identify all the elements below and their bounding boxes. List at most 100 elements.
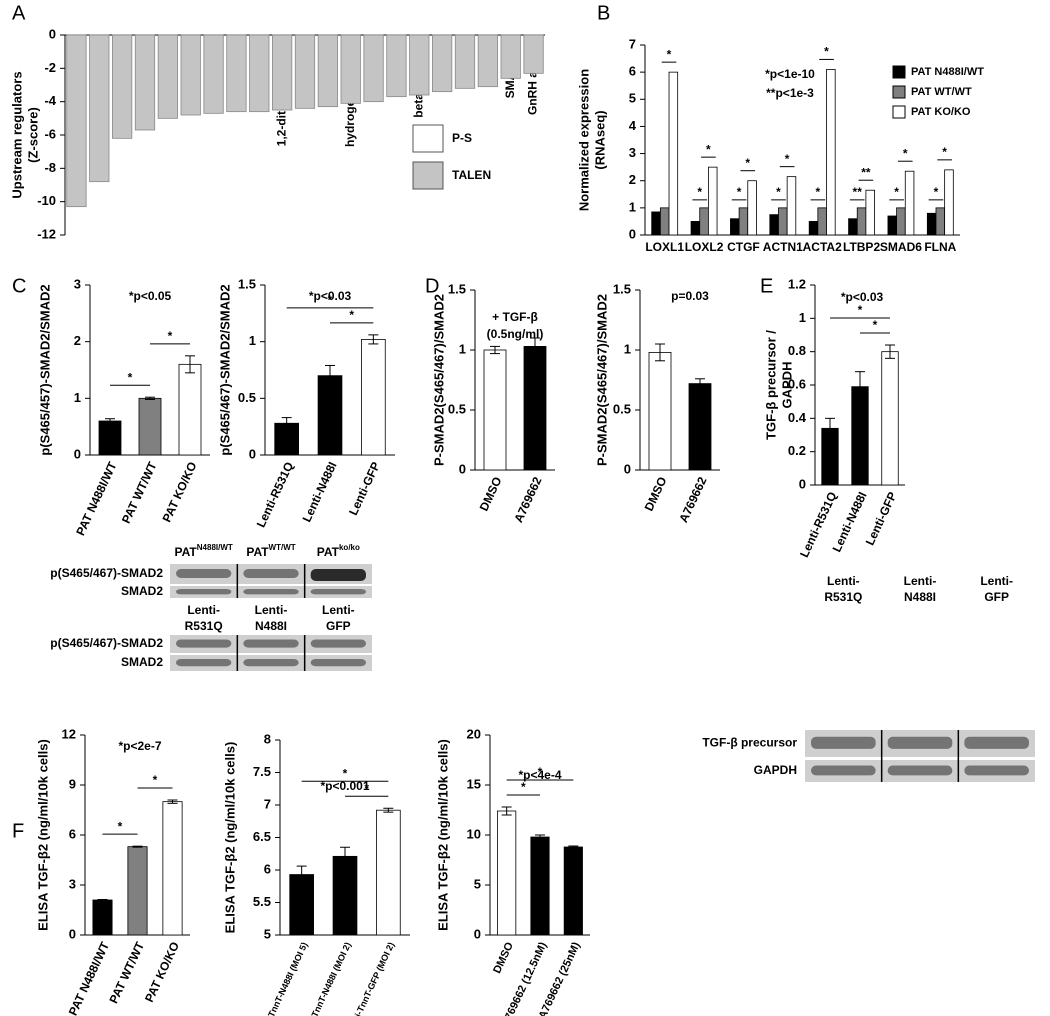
y-tick-label: 0	[624, 461, 631, 476]
y-tick-label: 5.5	[253, 894, 271, 909]
legend-swatch	[412, 124, 444, 153]
y-tick-label: 0	[49, 26, 56, 41]
bar	[651, 211, 661, 236]
y-tick-label: 0.5	[613, 401, 631, 416]
bar	[730, 218, 740, 236]
blot-lane-label: Lenti-	[322, 603, 355, 617]
significance-label: *	[873, 318, 878, 332]
legend-label: PAT WT/WT	[911, 86, 972, 98]
bar	[904, 170, 915, 236]
y-tick-label: 0	[799, 476, 806, 491]
bar	[178, 363, 202, 456]
bar	[690, 221, 701, 236]
y-tick-label: 0	[69, 926, 76, 941]
y-tick-label: 0	[459, 461, 466, 476]
blot-lane-label: PATko/ko	[317, 543, 360, 559]
lane-superscript: WT/WT	[269, 543, 296, 552]
bar	[887, 215, 898, 236]
y-axis-label: P-SMAD2(S465/467)/SMAD2	[594, 294, 609, 466]
lane-name: PAT	[317, 545, 340, 559]
blot-row-label: p(S465/467)-SMAD2	[50, 566, 163, 580]
y-tick-label: 7	[629, 36, 636, 51]
category-label: A769662	[676, 474, 709, 524]
category-label: CTGF	[727, 240, 760, 254]
blot-lane-label: Lenti-	[980, 574, 1013, 588]
category-label: PAT N488I/WT	[66, 939, 113, 1016]
category-label: DMSO	[642, 475, 670, 514]
bar	[881, 351, 899, 486]
bar	[523, 345, 547, 471]
bar	[648, 351, 672, 471]
significance-label: *	[343, 766, 348, 780]
y-tick-label: 1.5	[613, 281, 631, 296]
y-tick-label: 1	[629, 199, 636, 214]
category-label: ACTN1	[763, 240, 803, 254]
panel-label: A	[12, 2, 26, 24]
category-label: PAT KO/KO	[159, 460, 199, 525]
legend-swatch	[892, 105, 906, 119]
bar	[738, 207, 749, 236]
significance-label: *	[903, 146, 908, 160]
y-tick-label: 1.5	[238, 276, 256, 291]
category-label: PAT KO/KO	[142, 940, 182, 1005]
significance-label: *	[349, 308, 354, 322]
panel-label: F	[12, 820, 24, 842]
lane-superscript: N488I/WT	[197, 543, 233, 552]
significance-label: *	[521, 780, 526, 794]
category-label: FLNA	[924, 240, 956, 254]
y-tick-label: -8	[44, 160, 56, 175]
blot-band	[176, 569, 232, 578]
category-label: Lenti-TnnT-N488I (MOI 2)	[299, 941, 353, 1016]
legend-swatch	[892, 85, 906, 99]
y-tick-label: 1	[459, 341, 466, 356]
bar	[500, 34, 521, 79]
bar	[826, 69, 836, 236]
bar	[249, 34, 270, 113]
category-label: Lenti-N488I	[300, 460, 340, 525]
bar	[668, 71, 679, 236]
blot-lane-label: N488I	[904, 590, 936, 604]
chart-title: (0.5ng/ml)	[487, 327, 544, 341]
significance-label: *	[128, 370, 133, 384]
y-tick-label: 5	[474, 876, 481, 891]
category-label: PAT N488I/WT	[73, 459, 120, 538]
category-label: Lenti-TnnT-GFP (MOI 2)	[345, 941, 396, 1016]
y-tick-label: -4	[44, 93, 56, 108]
y-tick-label: 6	[264, 861, 271, 876]
bar	[98, 420, 122, 456]
y-tick-label: 7.5	[253, 764, 271, 779]
blot-band	[176, 589, 232, 595]
lane-name: PAT	[246, 545, 269, 559]
y-axis-label: P-SMAD2(S465/467)/SMAD2	[431, 294, 446, 466]
blot-band	[243, 569, 299, 578]
blot-band	[243, 589, 299, 595]
blot-band	[310, 589, 366, 595]
blot-band	[310, 659, 366, 667]
y-tick-label: 12	[62, 726, 76, 741]
bar	[340, 34, 361, 104]
y-tick-label: 0.5	[238, 390, 256, 405]
y-tick-label: 0	[249, 446, 256, 461]
significance-label: *	[894, 185, 899, 199]
y-tick-label: 6	[629, 64, 636, 79]
y-tick-label: 6.5	[253, 829, 271, 844]
blot-band	[887, 765, 953, 776]
blot-lane-label: PATN488I/WT	[175, 543, 233, 559]
significance-label: **	[853, 185, 863, 199]
blot-band	[964, 765, 1029, 776]
bar	[138, 397, 162, 456]
bar	[376, 809, 401, 936]
blot-band	[887, 736, 953, 749]
annotation: *p<0.05	[129, 289, 172, 303]
significance-label: *	[858, 303, 863, 317]
blot-band	[243, 639, 299, 648]
y-axis-label: ELISA TGF-β2 (ng/ml/10k cells)	[222, 742, 237, 934]
bar	[483, 349, 507, 471]
bar	[699, 207, 709, 236]
bar	[497, 810, 517, 936]
annotation: *p<0.03	[841, 290, 884, 304]
bar	[817, 207, 827, 236]
bar	[157, 34, 178, 119]
bar	[769, 214, 779, 236]
